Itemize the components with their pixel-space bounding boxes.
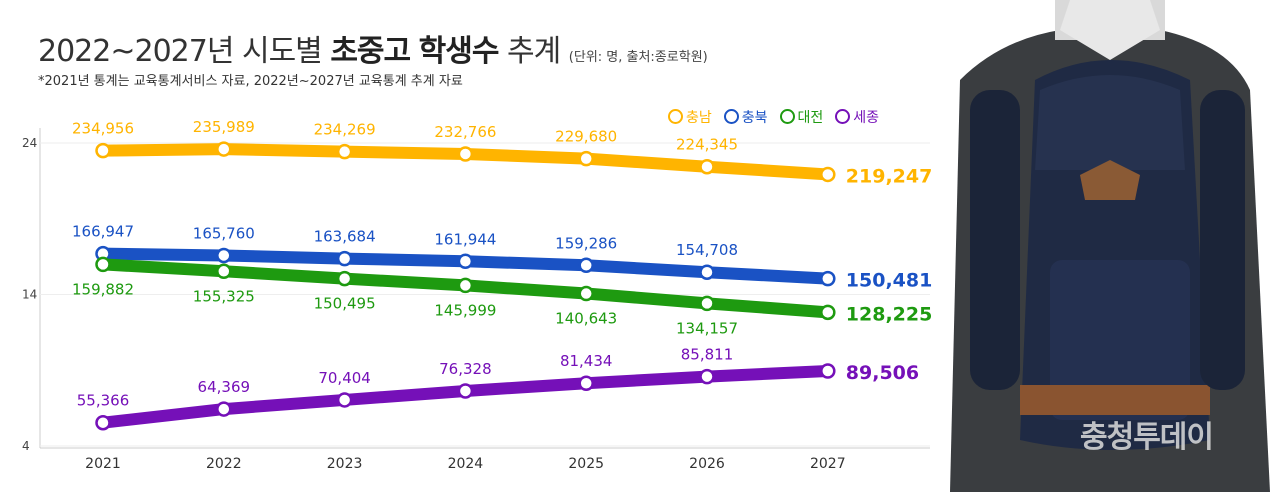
data-label: 145,999 xyxy=(434,301,496,319)
data-label: 166,947 xyxy=(72,223,134,241)
legend-marker-icon xyxy=(668,109,683,124)
x-tick-label: 2027 xyxy=(810,456,846,472)
data-label: 89,506 xyxy=(846,362,919,384)
data-point xyxy=(578,150,594,167)
data-label: 224,345 xyxy=(676,136,738,154)
data-label: 235,989 xyxy=(193,118,255,136)
data-point xyxy=(216,141,232,157)
data-point xyxy=(216,263,232,280)
source-note: *2021년 통계는 교육통계서비스 자료, 2022년~2027년 교육통계 … xyxy=(38,74,463,89)
legend-label: 충북 xyxy=(741,110,768,126)
data-point xyxy=(820,166,836,183)
data-point xyxy=(699,264,715,280)
data-label: 154,708 xyxy=(676,241,738,259)
data-label: 150,481 xyxy=(846,270,933,292)
unit-note: (단위: 명, 출처:종로학원) xyxy=(568,50,708,65)
data-point xyxy=(336,270,353,287)
x-tick-label: 2022 xyxy=(206,456,242,472)
data-point xyxy=(95,414,111,431)
data-point xyxy=(457,146,474,162)
data-label: 134,157 xyxy=(676,319,738,337)
data-point xyxy=(699,158,715,175)
data-label: 163,684 xyxy=(314,228,376,246)
legend-marker-icon xyxy=(779,109,795,124)
y-tick-label: 14 xyxy=(22,288,37,302)
data-point xyxy=(216,401,232,417)
data-point xyxy=(578,285,594,302)
data-point xyxy=(336,392,353,408)
data-label: 85,811 xyxy=(681,346,734,364)
title-bold-1: 초중고 xyxy=(330,34,411,69)
data-label: 219,247 xyxy=(846,165,933,187)
line-chart: 24 14 4 2021 2022 2023 2024 2025 2026 2027 234,956… xyxy=(22,118,933,472)
x-tick-label: 2021 xyxy=(85,456,121,472)
watermark: 충청투데이 xyxy=(1080,420,1214,455)
legend-label: 대전 xyxy=(797,110,824,126)
title-suffix: 추계 xyxy=(498,34,561,69)
legend-item: 대전 xyxy=(779,107,824,127)
data-label: 81,434 xyxy=(560,352,613,370)
data-point xyxy=(95,142,111,159)
data-point xyxy=(820,304,836,321)
data-label: 70,404 xyxy=(318,369,371,387)
data-point xyxy=(578,375,594,391)
data-point xyxy=(820,363,836,379)
data-point xyxy=(457,277,474,294)
legend: 충남 충북 대전 세종 xyxy=(668,107,879,127)
data-label: 76,328 xyxy=(439,360,492,378)
data-label: 229,680 xyxy=(555,128,617,146)
data-label: 234,956 xyxy=(72,120,134,138)
data-label: 128,225 xyxy=(846,303,933,325)
data-point xyxy=(95,256,111,273)
data-point xyxy=(699,368,715,385)
backpack-photo xyxy=(940,0,1280,492)
data-label: 232,766 xyxy=(434,123,496,141)
data-label: 159,286 xyxy=(555,234,617,252)
data-point xyxy=(820,270,836,287)
data-label: 150,495 xyxy=(314,295,376,313)
legend-marker-icon xyxy=(723,109,739,124)
data-label: 165,760 xyxy=(193,224,255,242)
data-point xyxy=(457,253,474,270)
data-point xyxy=(216,247,232,264)
legend-label: 충남 xyxy=(686,110,712,126)
x-tick-label: 2023 xyxy=(327,456,363,472)
data-label: 140,643 xyxy=(555,310,617,328)
legend-marker-icon xyxy=(835,109,851,124)
data-label: 64,369 xyxy=(198,378,251,396)
data-label: 234,269 xyxy=(314,121,376,139)
data-point xyxy=(578,257,594,274)
title-prefix: 2022~2027년 시도별 xyxy=(38,34,331,69)
legend-item: 세종 xyxy=(835,107,879,127)
data-point xyxy=(336,250,353,267)
data-label: 155,325 xyxy=(193,287,255,305)
data-label: 55,366 xyxy=(77,392,130,410)
x-tick-label: 2026 xyxy=(689,456,725,472)
legend-item: 충남 xyxy=(668,107,712,127)
chart-title: 2022~2027년 시도별 초중고 학생수 추계 (단위: 명, 출처:종로학… xyxy=(38,26,708,70)
legend-label: 세종 xyxy=(853,110,880,126)
legend-item: 충북 xyxy=(723,107,768,127)
data-point xyxy=(336,143,353,160)
x-tick-label: 2024 xyxy=(448,456,484,472)
data-label: 159,882 xyxy=(72,280,134,298)
y-tick-label: 24 xyxy=(22,136,37,150)
title-bold-2: 학생수 xyxy=(418,34,500,69)
data-point xyxy=(699,295,715,312)
x-tick-label: 2025 xyxy=(568,456,604,472)
data-label: 161,944 xyxy=(434,230,496,248)
y-tick-label: 4 xyxy=(22,439,30,453)
data-point xyxy=(457,383,474,399)
